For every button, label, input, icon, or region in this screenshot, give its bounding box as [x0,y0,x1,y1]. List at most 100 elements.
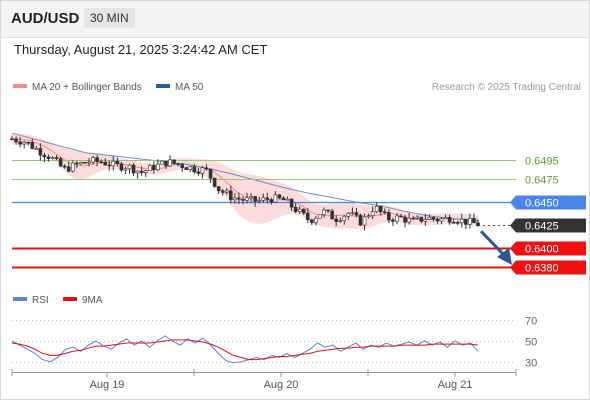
ma20-line [11,138,479,222]
legend-label-0: MA 20 + Bollinger Bands [32,82,142,93]
osc-tick-30: 30 [525,358,537,370]
candle-bull [123,168,128,171]
candle-bear [253,196,257,202]
candle-bull [91,157,95,163]
symbol-title: AUD/USD [11,10,80,27]
legend-swatch-1 [156,84,170,88]
osc-series-9MA [11,339,479,361]
candle-bear [18,141,22,145]
candle-bear [455,222,460,224]
candle-bear [326,209,330,212]
candle-bear [237,197,241,200]
candle-bear [310,219,314,223]
level-tag-0.6400 [510,241,586,256]
candle-bear [354,212,359,216]
x-tick-label: Aug 19 [90,379,125,391]
candle-bull [249,196,253,199]
candle-bear [451,221,456,224]
level-tag-0.6450 [510,195,586,210]
candle-bear [83,162,87,164]
candle-bull [22,141,26,145]
candle-bull [143,170,148,173]
level-tag-0.6380 [510,260,586,275]
candle-bear [330,210,334,220]
candle-bear [119,163,124,171]
candle-bear [387,212,391,221]
candle-bear [164,160,168,167]
candle-bear [103,162,107,166]
candle-bull [224,190,229,193]
candle-bear [38,148,43,156]
forecast-arrow [479,230,506,257]
candle-bear [265,197,270,200]
candle-bull [415,216,420,219]
candle-bear [95,157,99,162]
candle-bull [346,212,351,217]
candle-bull [350,212,355,214]
candle-bear [131,164,136,174]
candle-bear [58,158,63,167]
candle-bear [293,206,298,212]
candle-bear [115,160,120,165]
candle-bear [30,142,35,149]
candle-bear [107,164,112,167]
rsi-legend-label-0: RSI [32,295,49,306]
candle-bull [366,215,371,218]
candle-bull [147,165,152,171]
x-tick-label: Aug 20 [264,379,299,391]
candle-bear [378,205,383,213]
candle-bear [184,167,189,170]
candle-bear [281,197,286,201]
candle-bull [261,197,266,201]
rsi-legend-label-1: 9MA [82,295,103,306]
osc-tick-70: 70 [525,316,537,328]
candle-bear [269,199,274,203]
rsi-legend-swatch-0 [13,297,27,301]
candle-bull [443,217,448,219]
candle-bear [152,165,156,171]
candle-bull [273,194,278,203]
timestamp: Thursday, August 21, 2025 3:24:42 AM CET [14,42,268,57]
candle-bear [62,165,67,168]
interval-badge[interactable]: 30 MIN [84,8,135,28]
level-tag-0.6425 [510,218,586,233]
candle-bull [318,214,322,219]
osc-series-RSI [11,335,479,364]
candle-bull [168,159,172,167]
candle-bull [342,215,347,221]
candle-bear [196,171,201,174]
candle-bull [257,200,261,202]
candle-bull [468,218,472,225]
candle-bear [289,198,294,208]
level-label-0.6425: 0.6425 [525,221,559,233]
candle-bear [399,215,403,218]
candle-bear [241,198,245,201]
candle-bull [370,211,375,216]
level-label-0.6400: 0.6400 [525,244,559,256]
candle-bear [216,186,221,192]
bollinger-band [12,133,478,230]
candle-bull [160,160,164,165]
ma50-line [11,132,479,221]
candle-bear [54,157,59,159]
candle-bear [220,190,225,193]
candle-bull [297,208,302,212]
candle-bear [10,138,14,141]
level-label-0.6475: 0.6475 [525,175,559,187]
candle-bull [79,162,83,165]
candle-bear [176,163,180,165]
candle-bull [395,215,399,222]
candle-bear [192,166,197,173]
x-tick-label: Aug 21 [438,379,473,391]
candle-bull [135,170,140,174]
candle-bull [70,162,75,172]
candle-bear [419,216,424,222]
candle-bull [407,217,411,223]
forecast-arrowhead [497,247,512,265]
candle-bear [46,156,51,159]
candle-bear [301,208,306,214]
candle-bear [212,177,217,187]
candle-bull [338,220,343,222]
legend-label-1: MA 50 [175,82,204,93]
